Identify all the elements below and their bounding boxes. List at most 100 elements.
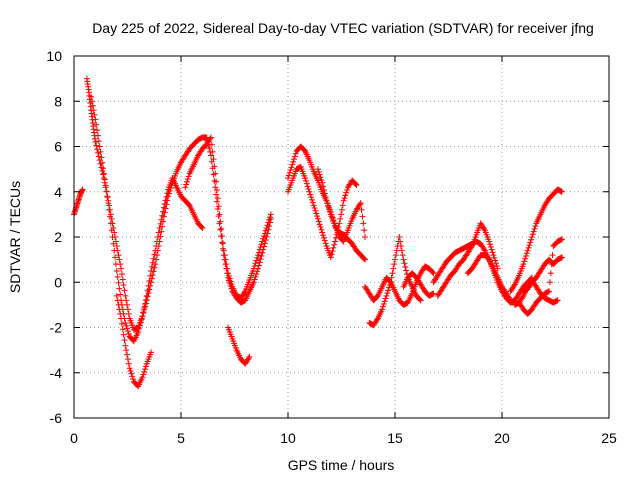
x-tick-label: 20 bbox=[494, 430, 510, 446]
data-point-marker bbox=[330, 244, 337, 251]
data-point-marker bbox=[258, 253, 265, 260]
data-point-marker bbox=[144, 293, 151, 300]
data-point-marker bbox=[213, 178, 220, 185]
y-tick-label: -6 bbox=[50, 410, 63, 426]
data-point-marker bbox=[104, 194, 111, 201]
data-point-marker bbox=[117, 291, 124, 298]
data-point-marker bbox=[290, 158, 297, 165]
data-point-marker bbox=[136, 322, 143, 329]
data-point-marker bbox=[338, 211, 345, 218]
data-point-marker bbox=[385, 287, 392, 294]
data-point-marker bbox=[329, 248, 336, 255]
data-point-marker bbox=[307, 191, 314, 198]
data-point-marker bbox=[262, 227, 269, 234]
data-point-marker bbox=[315, 168, 322, 175]
data-point-marker bbox=[141, 368, 148, 375]
data-point-marker bbox=[92, 116, 99, 123]
data-point-marker bbox=[304, 183, 311, 190]
data-point-marker bbox=[183, 178, 190, 185]
data-point-marker bbox=[336, 220, 343, 227]
data-point-marker bbox=[263, 234, 270, 240]
data-point-marker bbox=[267, 211, 274, 218]
data-point-marker bbox=[219, 239, 226, 246]
data-point-marker bbox=[315, 218, 322, 225]
data-point-marker bbox=[150, 255, 157, 262]
data-point-marker bbox=[250, 265, 257, 272]
data-point-marker bbox=[252, 260, 259, 267]
data-point-marker bbox=[93, 142, 100, 149]
data-point-marker bbox=[523, 250, 530, 257]
data-point-marker bbox=[214, 195, 221, 202]
data-point-marker bbox=[314, 213, 321, 220]
data-point-marker bbox=[117, 310, 124, 317]
data-point-marker bbox=[429, 269, 436, 276]
data-point-marker bbox=[532, 223, 539, 230]
data-point-marker bbox=[151, 251, 158, 258]
data-point-marker bbox=[91, 111, 98, 118]
data-point-marker bbox=[361, 255, 368, 262]
data-point-marker bbox=[162, 197, 169, 204]
data-point-marker bbox=[357, 200, 364, 207]
data-point-marker bbox=[308, 196, 315, 203]
y-tick-label: 8 bbox=[54, 93, 62, 109]
y-tick-label: -2 bbox=[50, 320, 63, 336]
data-point-marker bbox=[136, 325, 143, 332]
data-point-marker bbox=[148, 349, 155, 356]
data-point-marker bbox=[546, 279, 553, 286]
data-point-marker bbox=[226, 275, 233, 282]
data-point-marker bbox=[143, 292, 150, 299]
data-point-marker bbox=[305, 186, 312, 193]
data-point-marker bbox=[219, 233, 226, 240]
data-point-marker bbox=[324, 200, 331, 207]
data-point-marker bbox=[224, 265, 231, 272]
data-point-marker bbox=[320, 232, 327, 239]
data-point-marker bbox=[154, 234, 161, 240]
data-point-marker bbox=[400, 256, 407, 263]
data-point-marker bbox=[107, 220, 114, 227]
data-point-marker bbox=[352, 181, 359, 188]
data-point-marker bbox=[261, 230, 268, 237]
data-point-marker bbox=[417, 297, 424, 304]
data-point-marker bbox=[554, 297, 561, 304]
data-point-marker bbox=[390, 265, 397, 272]
data-point-marker bbox=[164, 190, 171, 197]
data-point-marker bbox=[121, 287, 128, 294]
data-point-marker bbox=[97, 148, 104, 155]
data-point-marker bbox=[266, 216, 273, 223]
data-point-marker bbox=[361, 227, 368, 234]
data-point-marker bbox=[93, 121, 100, 128]
data-point-marker bbox=[158, 216, 165, 223]
data-point-marker bbox=[396, 234, 403, 240]
data-point-marker bbox=[102, 182, 109, 189]
data-point-marker bbox=[160, 208, 167, 215]
data-point-marker bbox=[110, 240, 117, 247]
data-point-marker bbox=[94, 127, 101, 134]
data-point-marker bbox=[88, 98, 95, 105]
y-tick-label: 0 bbox=[54, 274, 62, 290]
data-point-marker bbox=[386, 284, 393, 291]
data-point-marker bbox=[159, 212, 166, 219]
data-point-marker bbox=[327, 254, 334, 261]
data-point-marker bbox=[257, 256, 264, 263]
data-point-marker bbox=[152, 261, 159, 268]
data-point-marker bbox=[94, 132, 101, 139]
data-point-marker bbox=[392, 252, 399, 259]
data-point-marker bbox=[317, 224, 324, 231]
data-point-marker bbox=[183, 181, 190, 188]
data-point-marker bbox=[392, 256, 398, 263]
data-point-marker bbox=[94, 149, 101, 156]
data-point-marker bbox=[259, 238, 266, 245]
data-points bbox=[71, 75, 565, 390]
data-point-marker bbox=[525, 244, 532, 251]
data-point-marker bbox=[379, 306, 386, 313]
data-point-marker bbox=[219, 240, 226, 247]
data-point-marker bbox=[113, 267, 120, 274]
data-point-marker bbox=[338, 206, 345, 213]
data-point-marker bbox=[389, 270, 396, 277]
data-point-marker bbox=[316, 171, 323, 178]
data-point-marker bbox=[487, 243, 494, 250]
x-tick-label: 15 bbox=[387, 430, 403, 446]
x-tick-label: 10 bbox=[280, 430, 296, 446]
data-point-marker bbox=[140, 309, 147, 316]
data-point-marker bbox=[490, 252, 497, 259]
